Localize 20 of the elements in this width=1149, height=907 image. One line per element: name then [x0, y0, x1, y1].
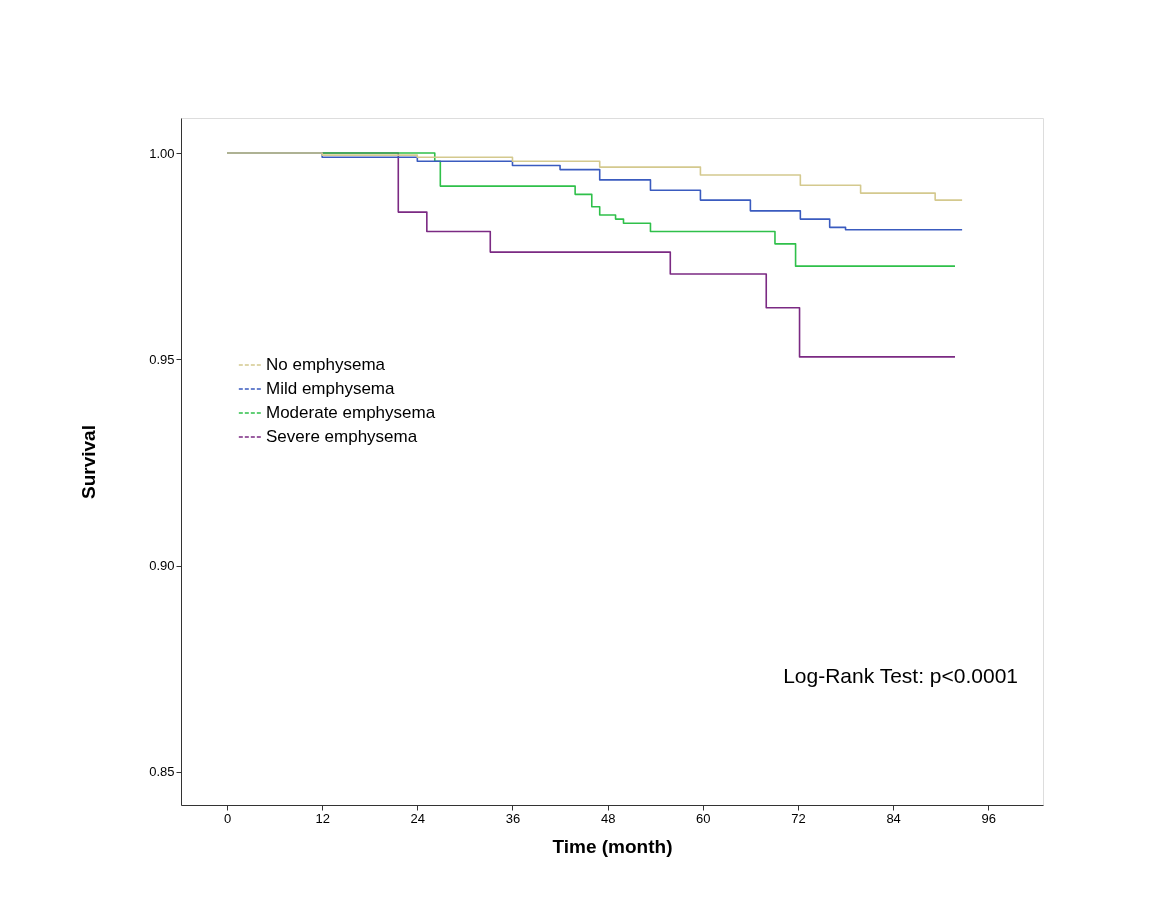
y-tick-label: 0.90	[149, 558, 175, 574]
x-tick-label: 24	[410, 810, 426, 826]
y-tick-label: 1.00	[149, 145, 175, 161]
legend-label: Severe emphysema	[266, 427, 418, 446]
x-tick-label: 0	[223, 810, 232, 826]
y-tick-label: 0.85	[149, 764, 175, 780]
annotation: Log-Rank Test: p<0.0001	[783, 664, 1018, 687]
legend-label: Moderate emphysema	[266, 403, 436, 422]
x-tick-label: 96	[981, 810, 997, 826]
x-tick-label: 72	[791, 810, 806, 826]
y-axis-title: Survival	[78, 425, 100, 499]
x-tick-label: 84	[886, 810, 901, 826]
x-tick-label: 60	[696, 810, 711, 826]
legend-label: No emphysema	[266, 355, 386, 374]
x-axis-title: Time (month)	[552, 835, 673, 857]
legend-label: Mild emphysema	[266, 379, 396, 398]
x-tick-label: 48	[600, 810, 616, 826]
x-tick-label: 36	[505, 810, 521, 826]
y-tick-label: 0.95	[149, 351, 175, 367]
x-tick-label: 12	[315, 810, 330, 826]
